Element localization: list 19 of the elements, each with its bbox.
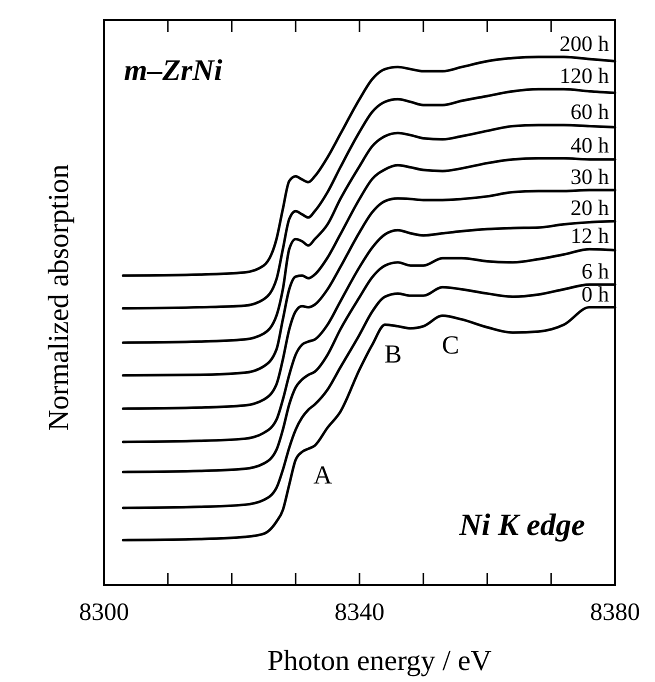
x-axis-title: Photon energy / eV	[267, 645, 492, 677]
series-label: 60 h	[570, 99, 609, 124]
series-label: 40 h	[570, 132, 609, 158]
series-label: 12 h	[570, 223, 609, 248]
annotation: m–ZrNi	[124, 54, 223, 87]
series-label: 30 h	[570, 164, 609, 190]
x-tick-label: 8340	[334, 599, 384, 626]
series-label: 120 h	[560, 63, 609, 88]
series-label: 6 h	[582, 258, 609, 284]
annotation: A	[313, 460, 332, 490]
annotation: C	[442, 330, 460, 360]
legend-label: 200 h	[560, 30, 609, 56]
series-label: 20 h	[570, 195, 609, 220]
y-axis-title: Normalized absorption	[43, 164, 75, 431]
x-tick-label: 8380	[590, 599, 640, 626]
x-tick-label: 8300	[79, 599, 129, 626]
annotation: Ni K edge	[458, 507, 586, 542]
annotation: B	[384, 340, 402, 369]
series-label: 0 h	[582, 281, 609, 306]
